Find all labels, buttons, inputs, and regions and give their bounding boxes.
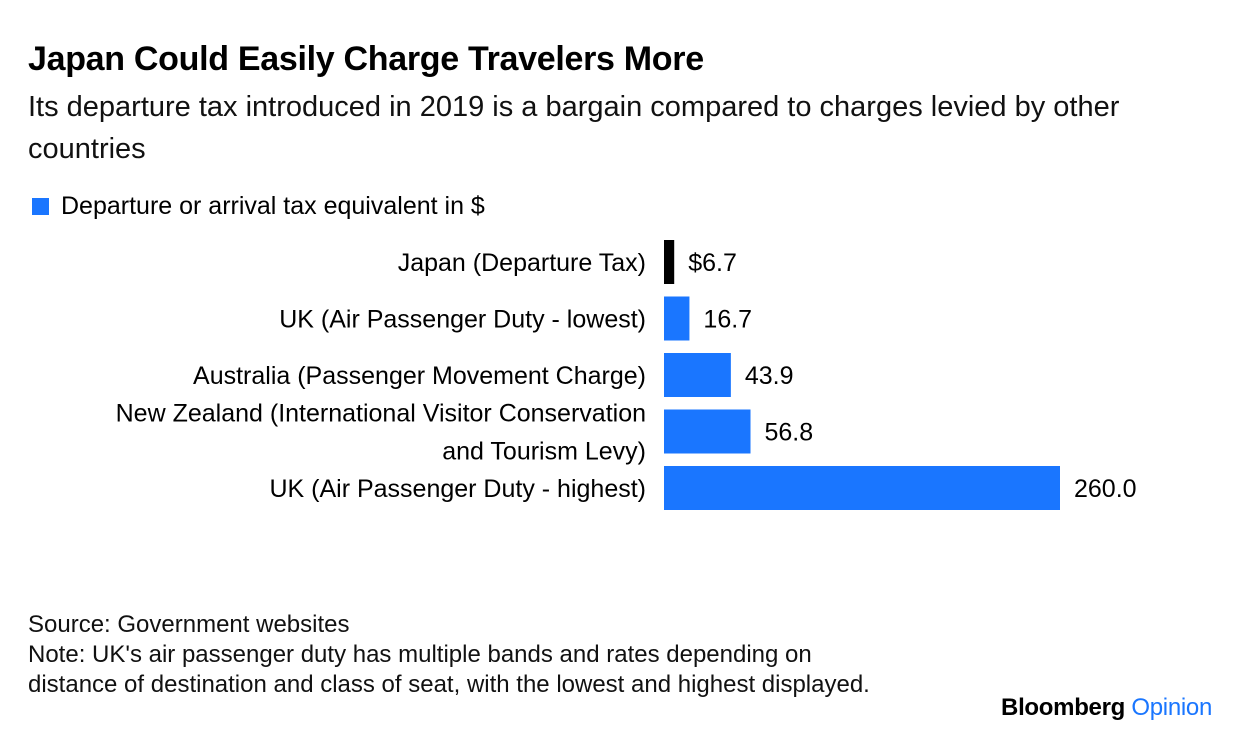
bar-3 [664,409,751,454]
bar-4 [664,466,1060,510]
value-label-0: $6.7 [688,249,737,277]
category-label-3-line-0: New Zealand (International Visitor Conse… [116,400,646,428]
methodology-note: Note: UK's air passenger duty has multip… [28,641,870,698]
bar-0 [664,240,675,284]
legend: Departure or arrival tax equivalent in $ [32,192,485,221]
footer: Source: Government websites Note: UK's a… [28,610,888,700]
chart-title: Japan Could Easily Charge Travelers More [28,40,704,78]
chart-subtitle: Its departure tax introduced in 2019 is … [28,91,1120,165]
legend-label: Departure or arrival tax equivalent in $ [61,192,485,220]
category-label-3-line-1: and Tourism Levy) [442,438,646,466]
category-label-1: UK (Air Passenger Duty - lowest) [279,306,646,334]
category-label-0: Japan (Departure Tax) [398,249,646,277]
bar-2 [664,353,731,397]
value-label-1: 16.7 [703,306,752,334]
bar-chart: $6.7 Japan (Departure Tax) 16.7 UK (Air Pas… [116,240,1137,510]
brand-section: Opinion [1131,694,1212,721]
value-label-3: 56.8 [765,419,814,447]
legend-swatch [32,198,49,215]
category-label-2: Australia (Passenger Movement Charge) [193,362,646,390]
value-label-4: 260.0 [1074,475,1137,503]
value-label-2: 43.9 [745,362,794,390]
category-label-4: UK (Air Passenger Duty - highest) [269,475,646,503]
brand-logo: Bloomberg Opinion [1001,694,1212,722]
bar-1 [664,296,690,341]
brand-name: Bloomberg [1001,694,1125,721]
source-note: Source: Government websites [28,611,350,638]
